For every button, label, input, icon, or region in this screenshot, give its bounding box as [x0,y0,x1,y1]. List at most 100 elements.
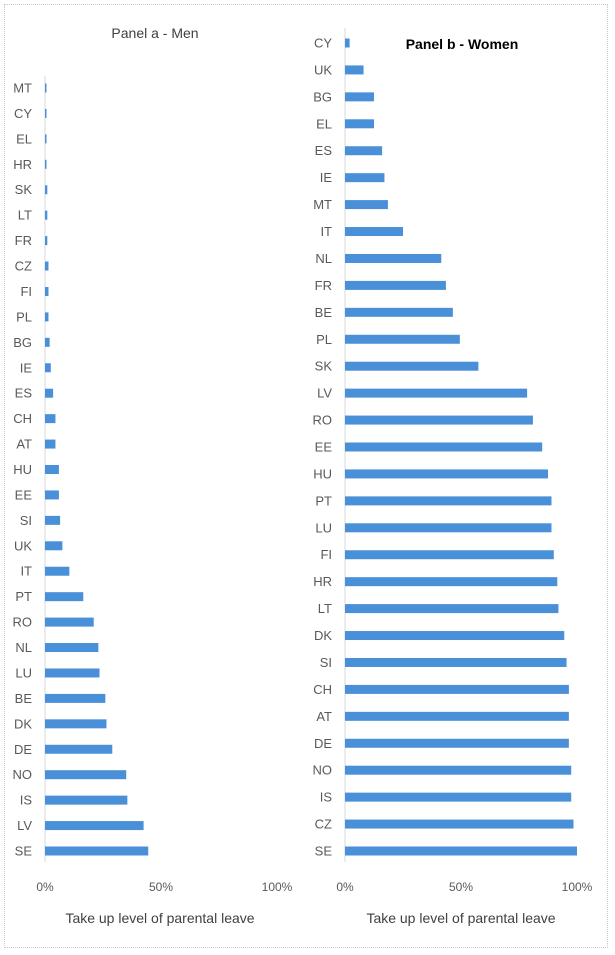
category-label-b-ie: IE [320,170,333,185]
category-label-b-lu: LU [315,520,332,535]
bar-a-no [45,770,127,780]
category-label-b-bg: BG [313,89,332,104]
category-label-b-si: SI [320,655,332,670]
category-label-a-pt: PT [15,589,32,604]
bar-a-pl [45,312,49,322]
bar-a-sk [45,185,48,195]
bar-b-cy [345,38,350,48]
bar-a-fi [45,286,49,296]
category-label-a-dk: DK [14,716,32,731]
bar-a-fr [45,236,48,246]
bar-b-bg [345,92,374,102]
bar-b-pt [345,496,552,506]
panel-a-bars [45,83,149,856]
bar-a-de [45,744,113,754]
category-label-a-ch: CH [13,411,32,426]
bar-b-fr [345,280,446,290]
bar-a-lu [45,668,100,678]
bar-b-se [345,846,577,856]
bar-a-lv [45,821,144,831]
panel-a-men: Panel a - Men MT CY EL HR SK LT FR CZ FI PL BG IE ES… [13,25,293,926]
category-label-a-ee: EE [15,487,33,502]
bar-b-mt [345,200,388,210]
bar-a-bg [45,337,50,347]
category-label-a-hu: HU [13,462,32,477]
bar-a-hr [45,159,47,169]
category-label-b-lt: LT [318,601,332,616]
category-label-a-nl: NL [15,640,32,655]
tick-label-b-0: 0% [336,880,354,894]
category-label-b-dk: DK [314,628,332,643]
bar-b-ch [345,684,569,694]
bar-a-cy [45,108,47,118]
panel-b-xlabel: Take up level of parental leave [366,910,555,926]
tick-label-a-2: 100% [262,880,293,894]
bar-b-lu [345,523,552,533]
panel-a-tick-labels: 0% 50% 100% [36,880,292,894]
bar-a-ro [45,617,94,627]
category-label-b-es: ES [315,143,333,158]
bar-a-hu [45,465,59,474]
category-label-a-ie: IE [20,360,33,375]
category-label-a-at: AT [16,437,32,452]
bar-a-se [45,846,149,856]
bar-b-hr [345,577,558,587]
category-label-b-nl: NL [315,251,332,266]
bar-a-ee [45,490,59,500]
category-label-b-sk: SK [315,359,333,374]
category-label-a-ro: RO [13,615,33,630]
tick-label-b-2: 100% [562,880,593,894]
bar-a-mt [45,83,47,93]
bar-b-si [345,657,567,667]
bar-b-ee [345,442,543,452]
category-label-a-fi: FI [20,284,32,299]
category-label-b-se: SE [315,844,333,859]
category-label-a-no: NO [13,767,33,782]
bar-b-lv [345,388,528,398]
bar-a-nl [45,643,99,653]
category-label-a-lu: LU [15,665,32,680]
category-label-a-sk: SK [15,182,33,197]
category-label-b-pl: PL [316,332,332,347]
tick-label-b-1: 50% [449,880,473,894]
bar-a-pt [45,592,84,602]
panel-a-title: Panel a - Men [111,25,198,41]
tick-label-a-1: 50% [149,880,173,894]
panel-b-title: Panel b - Women [406,36,519,52]
bar-b-nl [345,253,442,263]
category-label-a-mt: MT [13,81,32,96]
bar-b-no [345,765,572,775]
category-label-a-lt: LT [18,208,32,223]
bar-a-es [45,388,54,398]
panel-b-women: Panel b - Women CY UK BG EL ES IE MT IT NL FR BE PL… [313,28,593,926]
category-label-b-cz: CZ [315,817,332,832]
bar-a-el [45,134,47,144]
panel-a-xlabel: Take up level of parental leave [65,910,254,926]
bar-a-ch [45,414,56,424]
category-label-a-it: IT [20,564,32,579]
category-label-b-uk: UK [314,62,332,77]
category-label-b-de: DE [314,736,332,751]
category-label-b-at: AT [316,709,332,724]
category-label-a-lv: LV [17,818,32,833]
bar-b-is [345,792,572,802]
category-label-a-si: SI [20,513,32,528]
bar-b-sk [345,361,479,371]
panel-b-category-labels: CY UK BG EL ES IE MT IT NL FR BE PL SK LV RO EE HU PT LU FI… [313,36,333,859]
category-label-a-be: BE [15,691,33,706]
panel-b-bars [345,38,577,856]
bar-b-lt [345,604,559,614]
bar-a-be [45,693,106,703]
category-label-a-se: SE [15,844,33,859]
category-label-a-cz: CZ [15,259,32,274]
category-label-a-bg: BG [13,335,32,350]
bar-b-fi [345,550,554,560]
category-label-b-hu: HU [313,466,332,481]
category-label-b-ro: RO [313,413,333,428]
bar-a-at [45,439,56,449]
bar-b-ie [345,173,385,183]
bar-a-it [45,566,70,576]
bar-a-cz [45,261,49,271]
bar-b-pl [345,334,460,344]
category-label-b-be: BE [315,305,333,320]
